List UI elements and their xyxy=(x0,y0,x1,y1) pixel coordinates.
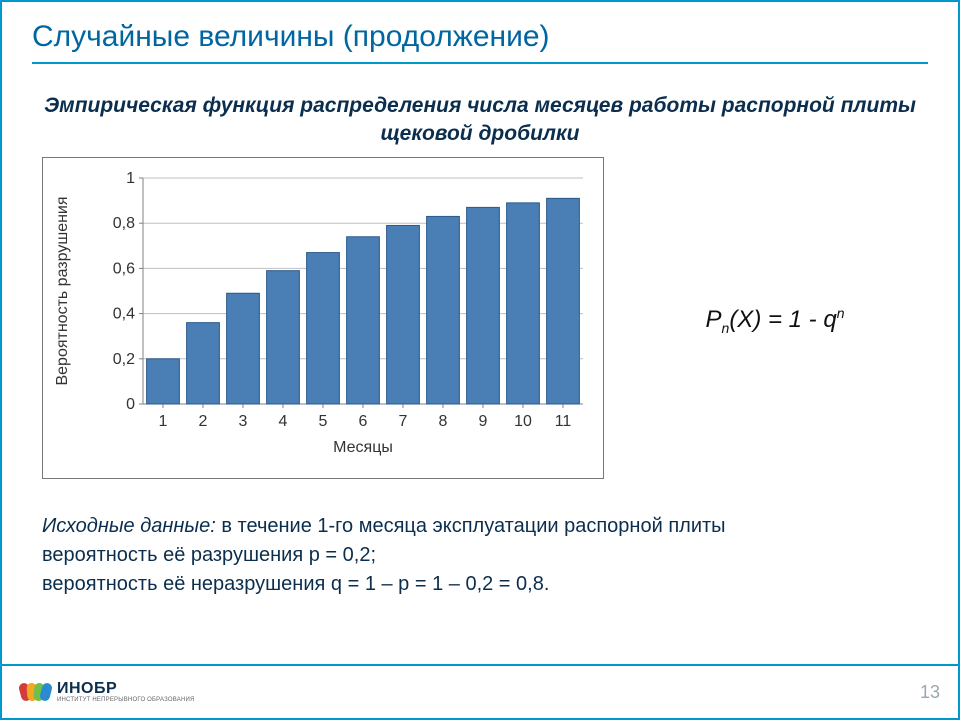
logo-text: ИНОБР ИНСТИТУТ НЕПРЕРЫВНОГО ОБРАЗОВАНИЯ xyxy=(57,681,195,703)
svg-text:6: 6 xyxy=(359,413,368,430)
notes-line1-rest: в течение 1-го месяца эксплуатации распо… xyxy=(221,515,725,537)
formula-q: q xyxy=(823,306,836,333)
formula-p: P xyxy=(706,306,722,333)
svg-text:4: 4 xyxy=(279,413,288,430)
svg-text:1: 1 xyxy=(159,413,168,430)
svg-text:7: 7 xyxy=(399,413,408,430)
svg-text:9: 9 xyxy=(479,413,488,430)
notes-line3: вероятность её неразрушения q = 1 – p = … xyxy=(42,570,918,599)
svg-text:8: 8 xyxy=(439,413,448,430)
footer: ИНОБР ИНСТИТУТ НЕПРЕРЫВНОГО ОБРАЗОВАНИЯ … xyxy=(2,664,958,718)
svg-text:0,8: 0,8 xyxy=(113,215,135,232)
svg-text:0,6: 0,6 xyxy=(113,260,135,277)
svg-text:0,2: 0,2 xyxy=(113,350,135,367)
svg-text:3: 3 xyxy=(239,413,248,430)
logo-mark xyxy=(20,683,51,701)
title-underline-wrap xyxy=(2,62,958,64)
chart-wrap: 00,20,40,60,811234567891011МесяцыВероятн… xyxy=(42,157,604,484)
formula-openx: (X) xyxy=(729,306,761,333)
notes-line1: Исходные данные: в течение 1-го месяца э… xyxy=(42,512,918,541)
slide: Случайные величины (продолжение) Эмпирич… xyxy=(0,0,960,720)
footer-logo: ИНОБР ИНСТИТУТ НЕПРЕРЫВНОГО ОБРАЗОВАНИЯ xyxy=(20,681,195,703)
logo-main: ИНОБР xyxy=(57,681,195,697)
title-block: Случайные величины (продолжение) xyxy=(2,2,958,60)
slide-title: Случайные величины (продолжение) xyxy=(32,20,928,54)
chart-box: 00,20,40,60,811234567891011МесяцыВероятн… xyxy=(42,157,604,479)
content-row: 00,20,40,60,811234567891011МесяцыВероятн… xyxy=(2,149,958,484)
svg-text:0: 0 xyxy=(126,396,135,413)
notes-line2: вероятность её разрушения p = 0,2; xyxy=(42,541,918,570)
formula-eq: = 1 - xyxy=(761,306,823,333)
notes-lead: Исходные данные: xyxy=(42,515,221,537)
svg-text:5: 5 xyxy=(319,413,328,430)
svg-text:2: 2 xyxy=(199,413,208,430)
svg-text:0,4: 0,4 xyxy=(113,305,135,322)
page-number: 13 xyxy=(920,682,940,703)
bar-chart: 00,20,40,60,811234567891011МесяцыВероятн… xyxy=(43,158,603,478)
logo-sub: ИНСТИТУТ НЕПРЕРЫВНОГО ОБРАЗОВАНИЯ xyxy=(57,697,195,703)
title-underline xyxy=(32,62,928,64)
svg-text:Месяцы: Месяцы xyxy=(333,439,393,456)
svg-text:1: 1 xyxy=(126,170,135,187)
chart-subtitle: Эмпирическая функция распределения числа… xyxy=(2,92,958,149)
svg-text:10: 10 xyxy=(514,413,532,430)
svg-text:11: 11 xyxy=(555,413,572,430)
svg-text:Вероятность разрушения: Вероятность разрушения xyxy=(54,196,71,385)
formula-sup-n: n xyxy=(837,305,845,321)
notes-block: Исходные данные: в течение 1-го месяца э… xyxy=(2,484,958,599)
formula: Pn(X) = 1 - qn xyxy=(604,305,928,336)
